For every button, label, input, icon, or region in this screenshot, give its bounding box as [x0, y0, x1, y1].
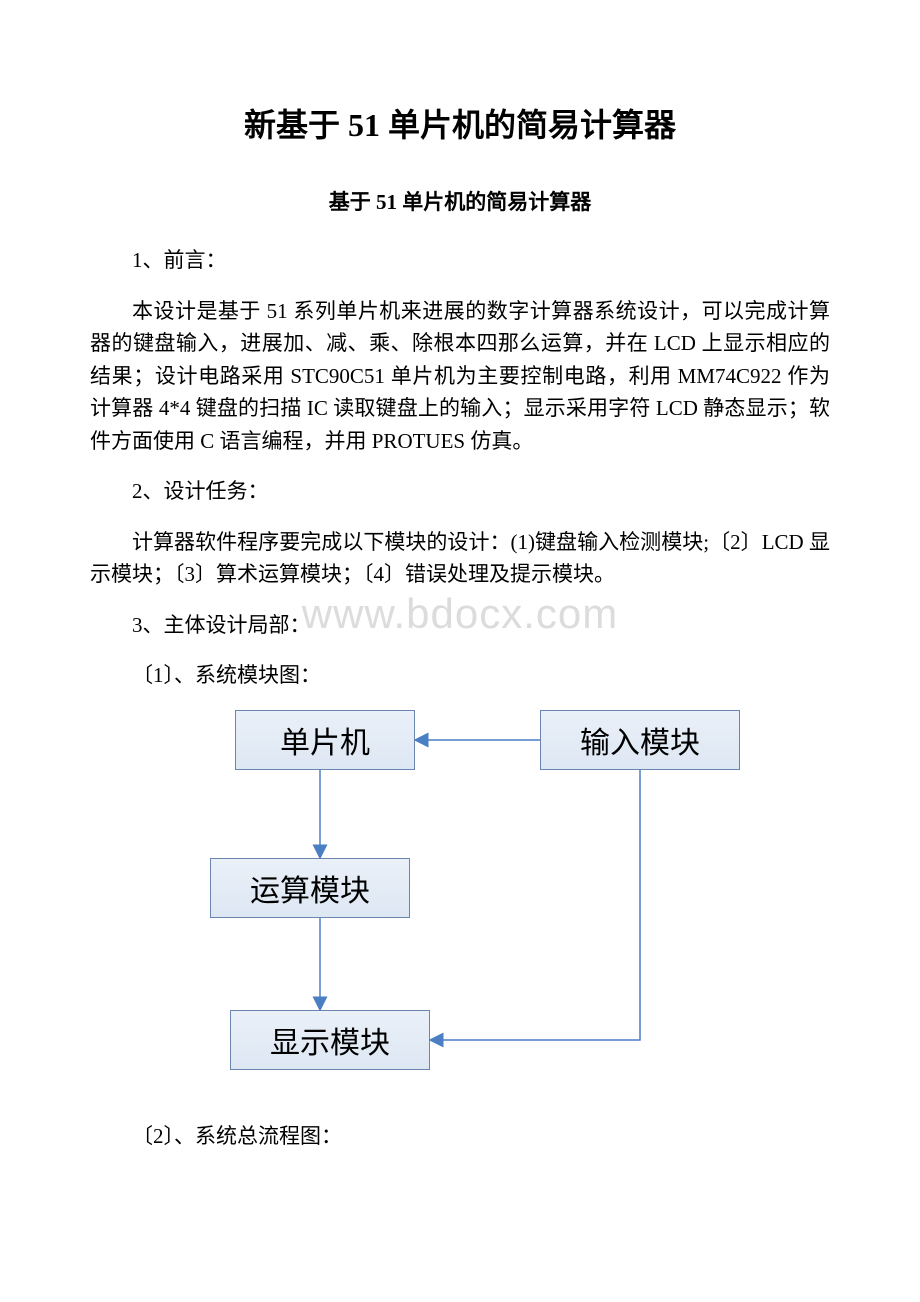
section-2-heading: 2、设计任务： — [90, 475, 830, 508]
section-3-sub1: 〔1〕、系统模块图： — [90, 659, 830, 692]
document-content: 新基于 51 单片机的简易计算器 基于 51 单片机的简易计算器 1、前言： 本… — [90, 100, 830, 1153]
section-1-body: 本设计是基于 51 系列单片机来进展的数字计算器系统设计，可以完成计算器的键盘输… — [90, 295, 830, 458]
diagram-node-input: 输入模块 — [540, 710, 740, 770]
diagram-node-display: 显示模块 — [230, 1010, 430, 1070]
page-subtitle: 基于 51 单片机的简易计算器 — [90, 186, 830, 216]
page-title: 新基于 51 单片机的简易计算器 — [90, 100, 830, 146]
diagram-node-mcu: 单片机 — [235, 710, 415, 770]
diagram-edge — [430, 770, 640, 1040]
section-1-heading: 1、前言： — [90, 244, 830, 277]
diagram-node-compute: 运算模块 — [210, 858, 410, 918]
section-3-sub2: 〔2〕、系统总流程图： — [90, 1120, 830, 1153]
system-module-diagram: 单片机 输入模块运算模块显示模块 — [180, 710, 740, 1100]
section-3-heading: 3、主体设计局部： — [90, 609, 830, 642]
section-2-body: 计算器软件程序要完成以下模块的设计：(1)键盘输入检测模块;〔2〕LCD 显示模… — [90, 526, 830, 591]
